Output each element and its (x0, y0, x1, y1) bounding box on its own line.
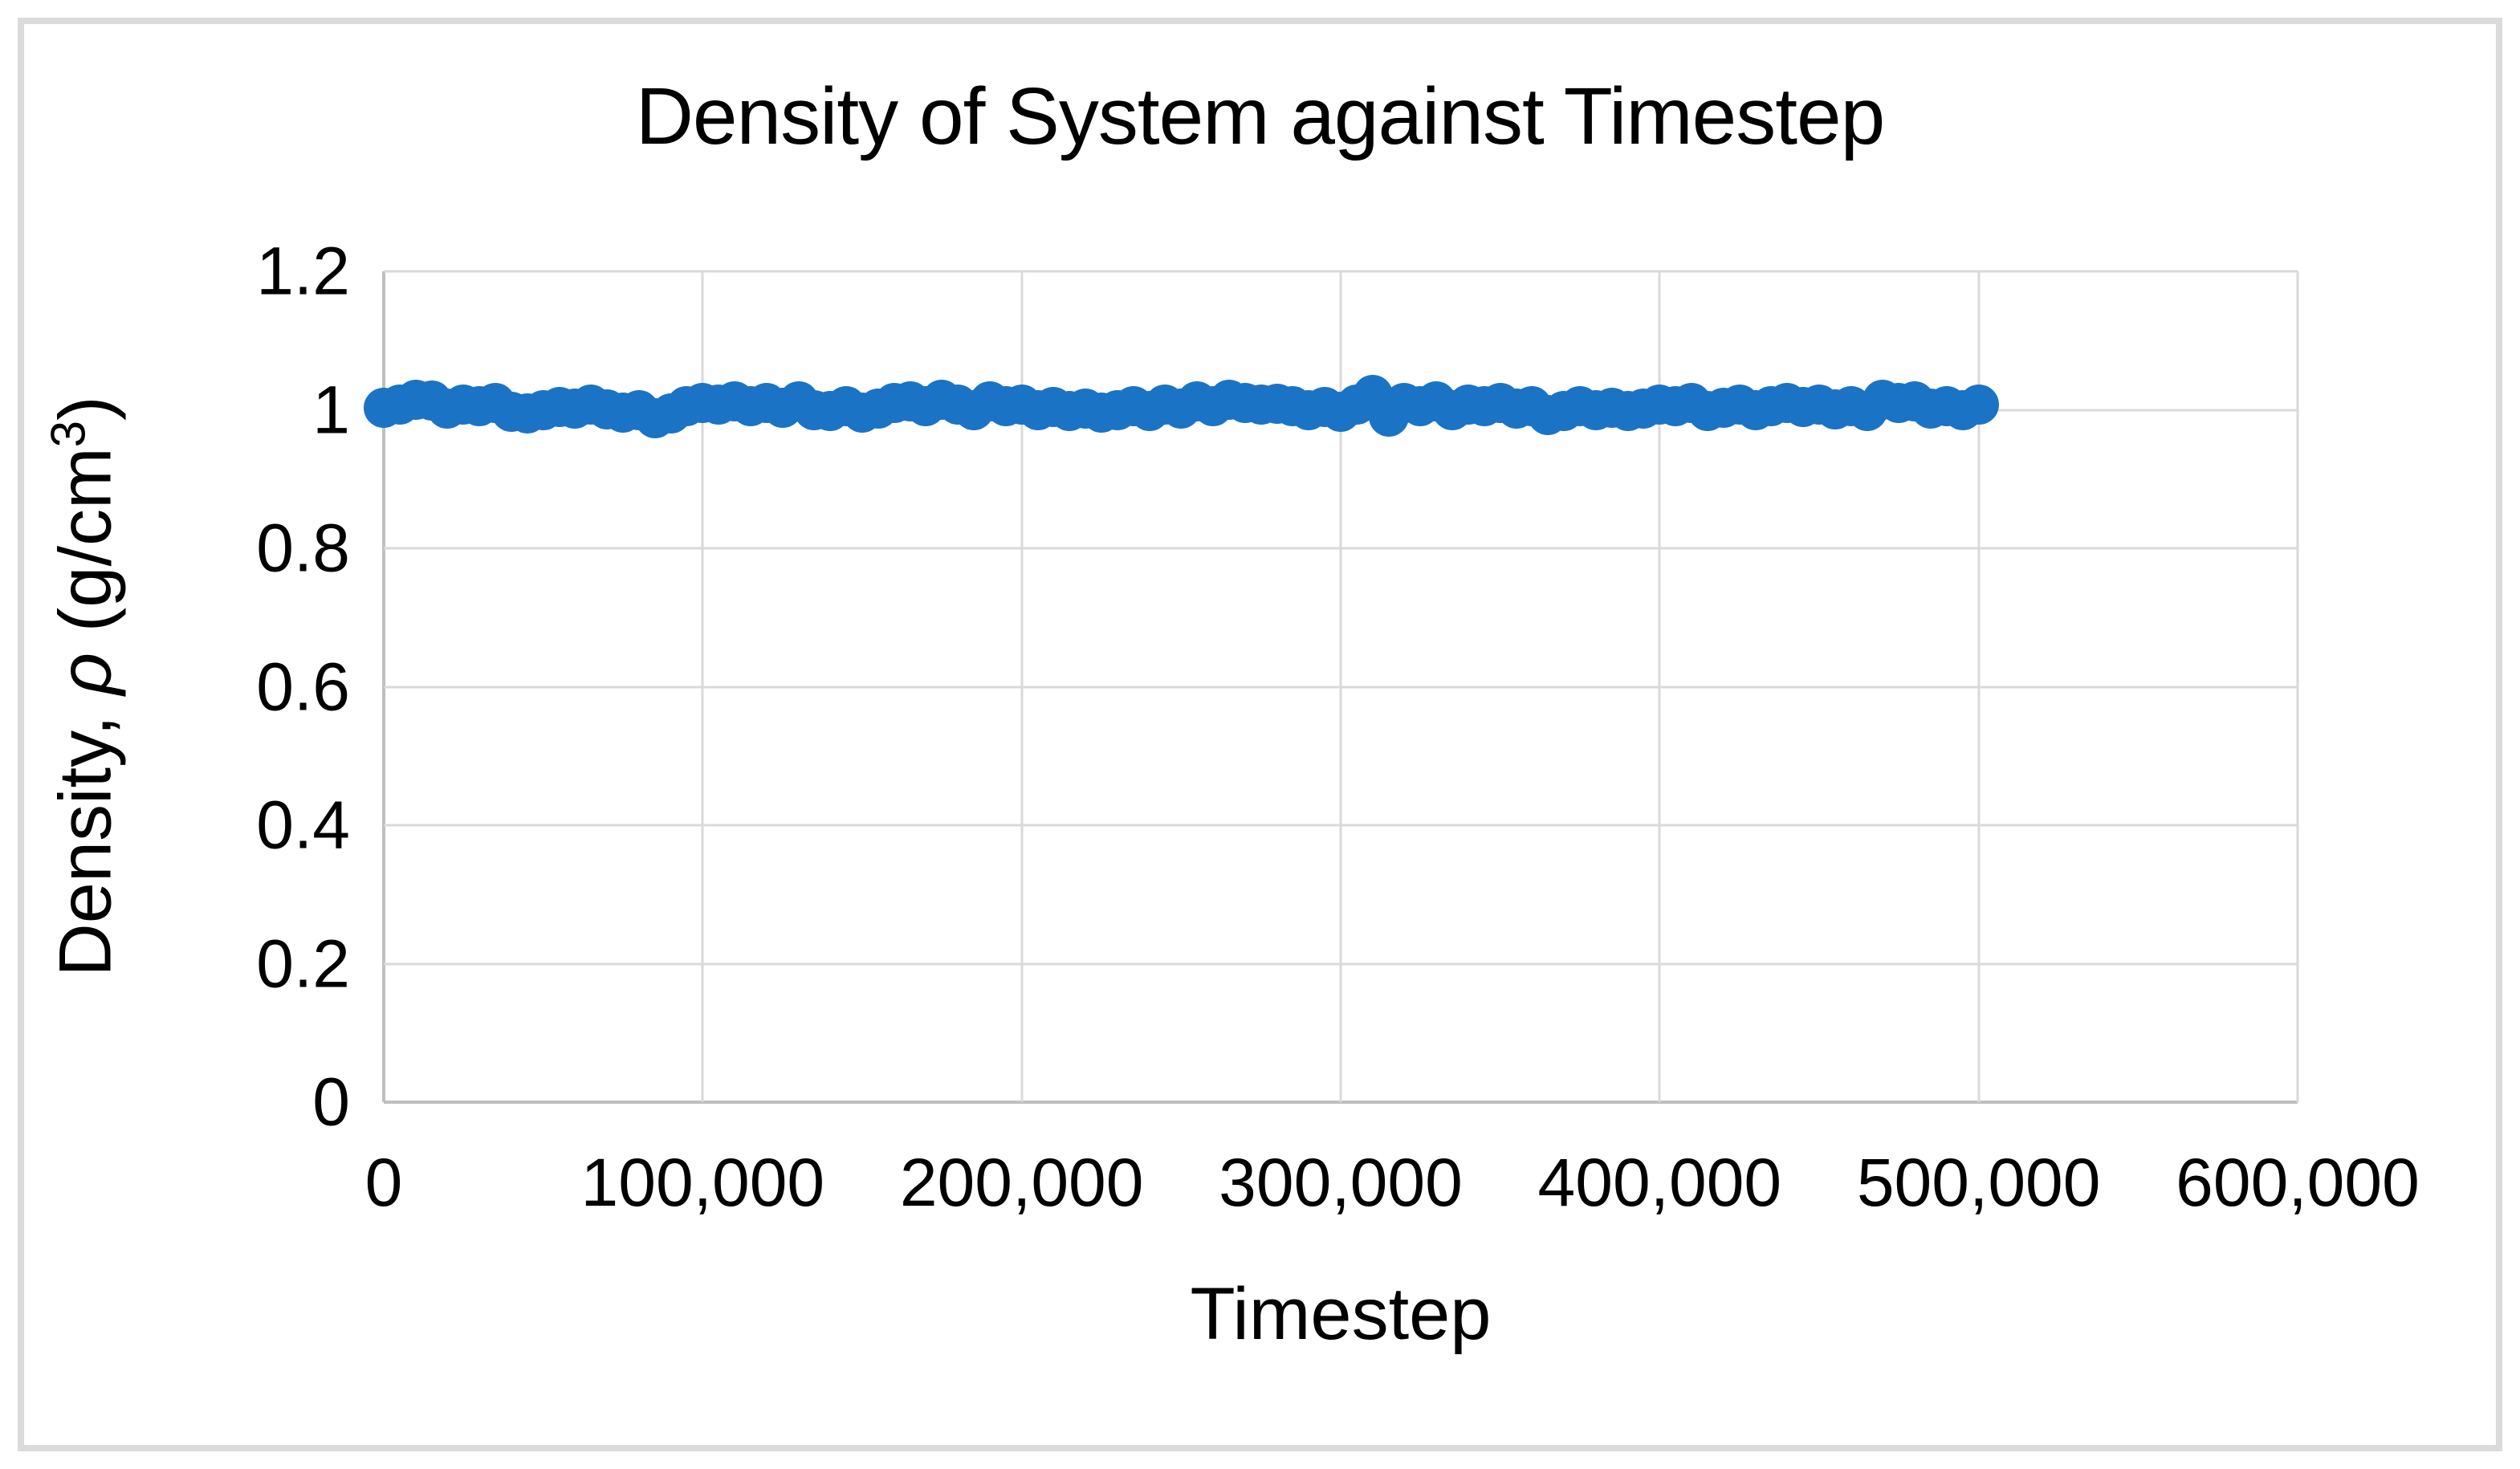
y-tick-label: 0.4 (256, 787, 350, 863)
y-axis-title-text: Density, (44, 694, 127, 977)
x-gridline (2296, 271, 2299, 1102)
y-axis-unit-exponent: 3 (41, 420, 96, 448)
plot-area: Timestep 0 0.2 0.4 0.6 0.8 1 1.2 0 100,000 200,00… (256, 234, 2420, 1356)
y-tick-label: 0.6 (256, 649, 350, 724)
x-tick-label: 300,000 (1219, 1145, 1463, 1220)
y-tick-label: 0 (312, 1064, 350, 1140)
y-axis-title: Density, ρ (g/cm3) (41, 396, 128, 976)
x-tick-label: 200,000 (899, 1145, 1144, 1220)
x-gridline (1020, 271, 1024, 1102)
data-point (1958, 384, 1999, 425)
rho-symbol: ρ (44, 652, 127, 695)
y-axis-unit-open: (g/cm (44, 447, 127, 653)
x-tick-label: 400,000 (1537, 1145, 1782, 1220)
x-gridline (1339, 271, 1342, 1102)
x-gridline (701, 271, 704, 1102)
y-tick-label: 1.2 (256, 233, 350, 309)
y-tick-label: 0.2 (256, 926, 350, 1001)
x-tick-label: 0 (364, 1145, 403, 1220)
x-axis-title: Timestep (1190, 1273, 1492, 1355)
chart-title: Density of System against Timestep (635, 71, 1886, 161)
x-tick-label: 100,000 (580, 1145, 825, 1220)
y-axis-unit-close: ) (44, 396, 127, 421)
x-gridline (1977, 271, 1981, 1102)
y-tick-label: 0.8 (256, 510, 350, 586)
y-tick-label: 1 (312, 372, 350, 447)
x-axis-line (384, 1101, 2298, 1104)
x-tick-label: 500,000 (1856, 1145, 2101, 1220)
x-gridline (1658, 271, 1661, 1102)
x-tick-label: 600,000 (2176, 1145, 2420, 1220)
